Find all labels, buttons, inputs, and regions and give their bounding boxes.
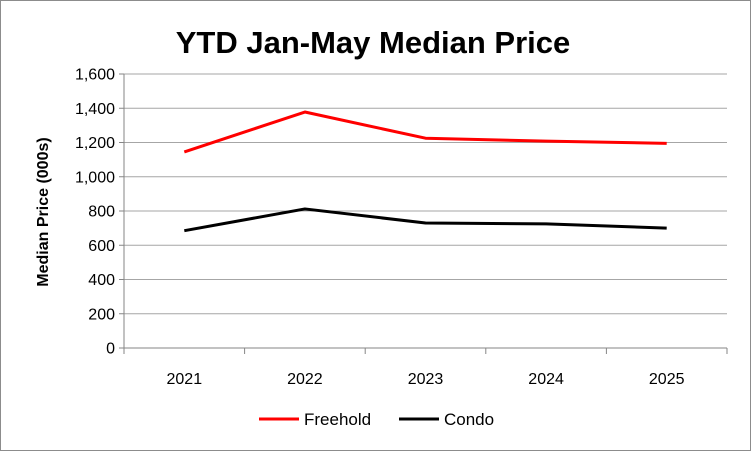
legend-label-condo: Condo xyxy=(444,410,494,429)
y-axis-title: Median Price (000s) xyxy=(35,137,52,286)
y-tick-label: 600 xyxy=(88,238,115,255)
y-tick-label: 1,600 xyxy=(75,67,115,84)
x-tick-label: 2024 xyxy=(528,371,564,388)
series-line-condo xyxy=(184,207,667,233)
x-tick-label: 2025 xyxy=(649,371,685,388)
axes xyxy=(119,73,728,354)
y-tick-label: 200 xyxy=(88,306,115,323)
y-tick-label: 400 xyxy=(88,272,115,289)
y-tick-label: 1,400 xyxy=(75,101,115,118)
x-tick-label: 2022 xyxy=(287,371,323,388)
x-tick-label: 2023 xyxy=(408,371,444,388)
chart-title: YTD Jan-May Median Price xyxy=(176,25,571,60)
legend: Freehold Condo xyxy=(259,410,494,429)
y-tick-label: 0 xyxy=(106,341,115,358)
gridlines xyxy=(124,73,727,315)
series-lines xyxy=(183,110,667,233)
y-tick-labels: 0 200 400 600 800 1,000 1,200 1,400 1,600 xyxy=(75,67,115,358)
x-tick-label: 2021 xyxy=(167,371,203,388)
y-tick-label: 1,000 xyxy=(75,169,115,186)
x-tick-labels: 2021 2022 2023 2024 2025 xyxy=(167,371,685,388)
y-tick-label: 1,200 xyxy=(75,135,115,152)
series-line-freehold xyxy=(183,110,667,154)
legend-label-freehold: Freehold xyxy=(304,410,371,429)
y-tick-label: 800 xyxy=(88,204,115,221)
